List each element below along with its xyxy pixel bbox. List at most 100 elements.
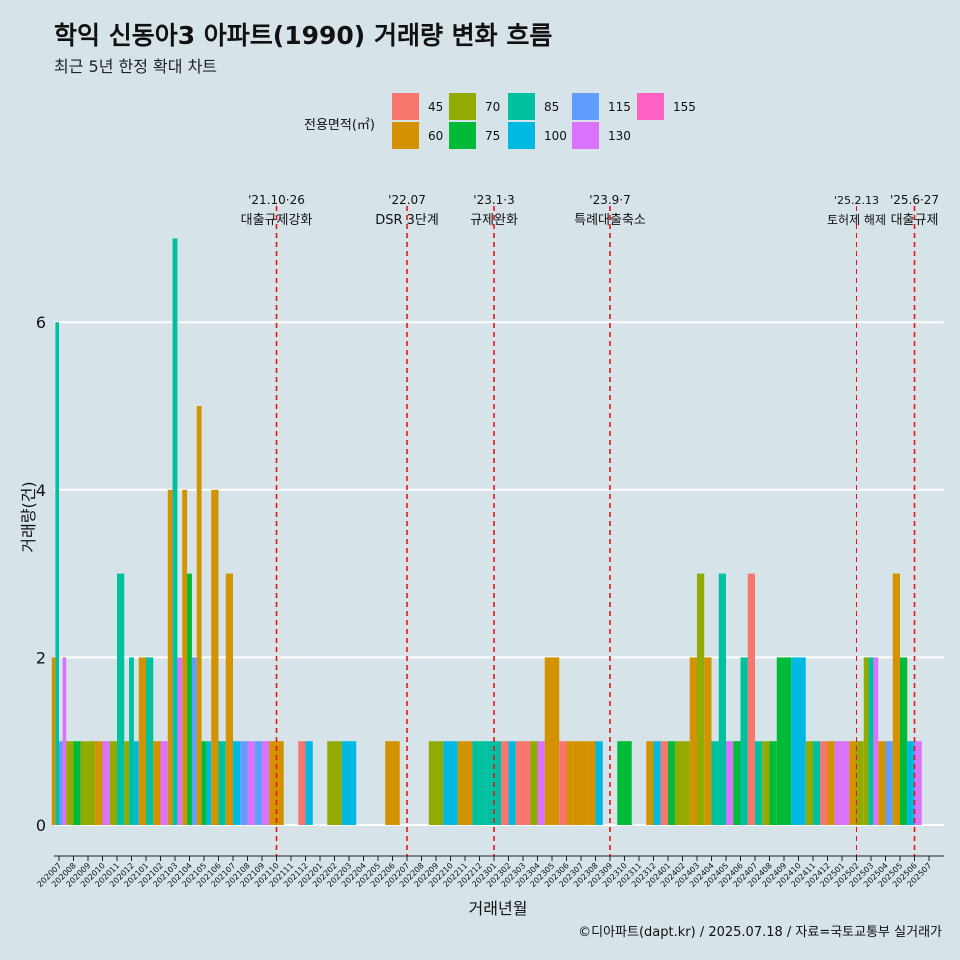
bar	[718, 573, 726, 825]
bar	[109, 741, 117, 825]
bar	[660, 741, 668, 825]
bar	[240, 741, 248, 825]
bar	[117, 573, 125, 825]
bar	[73, 741, 81, 825]
bar	[805, 741, 813, 825]
bar	[62, 657, 67, 825]
y-tick-label: 0	[36, 816, 46, 835]
bar	[892, 573, 900, 825]
bar	[129, 657, 134, 825]
bar	[247, 741, 255, 825]
bar	[472, 741, 487, 825]
bar	[102, 741, 110, 825]
axes: 0246202007202008202009202010202011202012…	[35, 313, 944, 889]
bar	[907, 741, 915, 825]
bar	[211, 489, 219, 825]
y-tick-label: 6	[36, 313, 46, 332]
bar	[617, 741, 632, 825]
bar	[711, 741, 719, 825]
bar	[878, 741, 886, 825]
bar	[508, 741, 516, 825]
bar	[218, 741, 226, 825]
event-label: 특례대출축소	[574, 213, 646, 228]
legend-label: 100	[544, 129, 567, 143]
bar	[172, 238, 178, 825]
legend-swatch	[449, 122, 476, 149]
chart-subtitle: 최근 5년 한정 확대 차트	[54, 57, 218, 76]
event-lines: '21.10·26 대출규제강화 '22.07 DSR 3단계 '23.1·3 규제완화 '…	[241, 193, 939, 856]
bar	[747, 573, 755, 825]
event-date: '25.2.13	[834, 194, 879, 207]
event-date: '23.9·7	[589, 193, 630, 207]
legend-swatch	[508, 122, 535, 149]
legend-label: 85	[544, 100, 560, 114]
bar	[59, 741, 63, 825]
bar	[298, 741, 306, 825]
event-date: '25.6·27	[890, 193, 939, 207]
y-axis-label: 거래량(건)	[19, 481, 38, 552]
bar	[697, 573, 705, 825]
legend-swatch	[392, 122, 419, 149]
bar	[868, 657, 874, 825]
bar	[305, 741, 313, 825]
event-date: '22.07	[388, 193, 426, 207]
bar	[595, 741, 603, 825]
legend-label: 75	[485, 129, 501, 143]
bar	[813, 741, 821, 825]
chart-title: 학익 신동아3 아파트(1990) 거래량 변화 흐름	[54, 21, 553, 50]
bar	[138, 657, 146, 825]
bar	[834, 741, 850, 825]
legend-swatch	[508, 93, 535, 120]
bar	[668, 741, 676, 825]
bar	[206, 741, 212, 825]
bar	[66, 741, 74, 825]
bar	[225, 573, 233, 825]
legend-label: 130	[608, 129, 631, 143]
bar	[233, 741, 241, 825]
bar	[55, 322, 59, 825]
bar	[762, 741, 770, 825]
legend-label: 45	[428, 100, 444, 114]
source-caption: ©디아파트(dapt.kr) / 2025.07.18 / 자료=국토교통부 실…	[578, 925, 942, 940]
bar	[863, 657, 869, 825]
bar	[167, 489, 173, 825]
bar	[515, 741, 531, 825]
bar	[733, 741, 741, 825]
bar	[559, 741, 567, 825]
bar	[95, 741, 103, 825]
bar	[740, 657, 748, 825]
bar	[537, 741, 545, 825]
bar	[646, 741, 654, 825]
bar	[191, 657, 197, 825]
bar	[704, 657, 712, 825]
bar	[530, 741, 538, 825]
legend-label: 155	[673, 100, 696, 114]
x-axis-label: 거래년월	[469, 899, 528, 918]
bar	[254, 741, 262, 825]
legend-label: 70	[485, 100, 501, 114]
event-label: DSR 3단계	[375, 213, 439, 228]
bar	[124, 741, 130, 825]
bar	[588, 741, 596, 825]
bar	[385, 741, 400, 825]
bar	[885, 741, 893, 825]
bar	[327, 741, 342, 825]
bar	[262, 741, 270, 825]
bar	[544, 657, 560, 825]
legend-title: 전용면적(㎡)	[304, 118, 375, 133]
bar	[769, 741, 777, 825]
bar	[182, 489, 188, 825]
bar	[201, 741, 207, 825]
event-label: 대출규제강화	[241, 213, 313, 228]
legend-swatch	[637, 93, 664, 120]
bar	[755, 741, 763, 825]
bar	[196, 406, 202, 825]
legend-swatch	[572, 122, 599, 149]
bar	[566, 741, 574, 825]
bar	[51, 657, 56, 825]
bar	[573, 741, 589, 825]
bar	[827, 741, 835, 825]
bar	[457, 741, 473, 825]
legend-swatch	[449, 93, 476, 120]
